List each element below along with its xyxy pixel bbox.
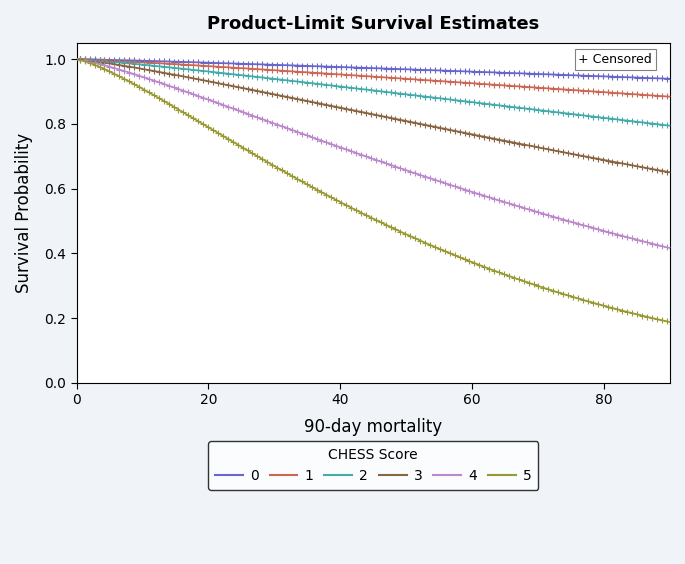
Title: Product-Limit Survival Estimates: Product-Limit Survival Estimates bbox=[207, 15, 539, 33]
Legend: 0, 1, 2, 3, 4, 5: 0, 1, 2, 3, 4, 5 bbox=[208, 441, 538, 490]
Y-axis label: Survival Probability: Survival Probability bbox=[15, 133, 33, 293]
Text: + Censored: + Censored bbox=[578, 53, 652, 66]
X-axis label: 90-day mortality: 90-day mortality bbox=[304, 418, 443, 437]
